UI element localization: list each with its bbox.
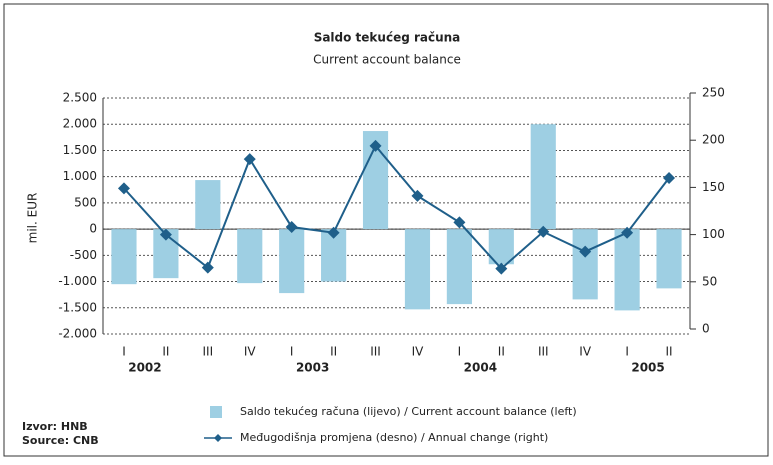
line-marker [285, 221, 298, 234]
y2-tick-label: 200 [702, 133, 725, 147]
x-tick-label: IV [244, 345, 257, 359]
x-tick-label: IV [579, 345, 592, 359]
y2-tick-label: 100 [702, 227, 725, 241]
line-marker [621, 226, 634, 239]
y2-tick-label: 50 [702, 274, 717, 288]
source: Izvor: HNB [22, 420, 88, 433]
line-marker [243, 153, 256, 166]
legend-swatch [210, 406, 222, 418]
line-marker [453, 216, 466, 229]
y2-tick-label: 150 [702, 180, 725, 194]
x-tick-label: III [538, 345, 549, 359]
bar [572, 229, 598, 300]
y-tick-label: -1.000 [58, 274, 97, 288]
line-marker [201, 261, 214, 274]
y2-tick-label: 250 [702, 86, 725, 100]
x-tick-label: IV [412, 345, 425, 359]
x-tick-label: I [458, 345, 462, 359]
line-marker [579, 245, 592, 258]
x-tick-label: I [290, 345, 294, 359]
x-tick-label: I [122, 345, 126, 359]
x-tick-label: I [625, 345, 629, 359]
bar [195, 180, 221, 230]
legend-label: Međugodišnja promjena (desno) / Annual c… [240, 431, 548, 444]
year-label: 2004 [464, 361, 497, 375]
line-marker [327, 226, 340, 239]
y-tick-label: 500 [74, 195, 97, 209]
x-tick-label: II [665, 345, 672, 359]
chart-title: Saldo tekućeg računa [314, 31, 461, 45]
source: Source: CNB [22, 434, 99, 447]
y-tick-label: 0 [89, 222, 97, 236]
legend-label: Saldo tekućeg računa (lijevo) / Current … [240, 405, 577, 418]
bar [656, 229, 682, 289]
y-tick-label: 1.500 [63, 143, 97, 157]
x-tick-label: III [203, 345, 214, 359]
bar [446, 229, 472, 305]
line [123, 144, 670, 270]
y-tick-label: 2.000 [63, 117, 97, 131]
legend-marker [214, 434, 222, 442]
line-marker [159, 228, 172, 241]
x-tick-label: II [162, 345, 169, 359]
y-tick-label: -1.500 [58, 300, 97, 314]
y-axis-label: mil. EUR [26, 193, 40, 244]
x-tick-label: III [370, 345, 381, 359]
bar [530, 124, 556, 230]
year-label: 2002 [128, 361, 161, 375]
y-tick-label: 2.500 [63, 91, 97, 105]
y2-tick-label: 0 [702, 322, 710, 336]
y-tick-label: -500 [70, 248, 97, 262]
bar [404, 229, 431, 310]
y-tick-label: 1.000 [63, 169, 97, 183]
bar [614, 229, 640, 311]
line-marker [117, 182, 130, 195]
bar [111, 229, 137, 285]
x-tick-label: II [498, 345, 505, 359]
x-tick-label: II [330, 345, 337, 359]
bar [279, 229, 305, 294]
line-marker [411, 189, 424, 202]
y-tick-label: -2.000 [58, 327, 97, 341]
bar [237, 229, 263, 284]
chart-subtitle: Current account balance [313, 53, 461, 67]
line-marker [369, 139, 382, 152]
line-marker [663, 171, 676, 184]
year-label: 2003 [296, 361, 329, 375]
year-label: 2005 [631, 361, 664, 375]
line-marker [495, 262, 508, 275]
line-marker [537, 225, 550, 238]
